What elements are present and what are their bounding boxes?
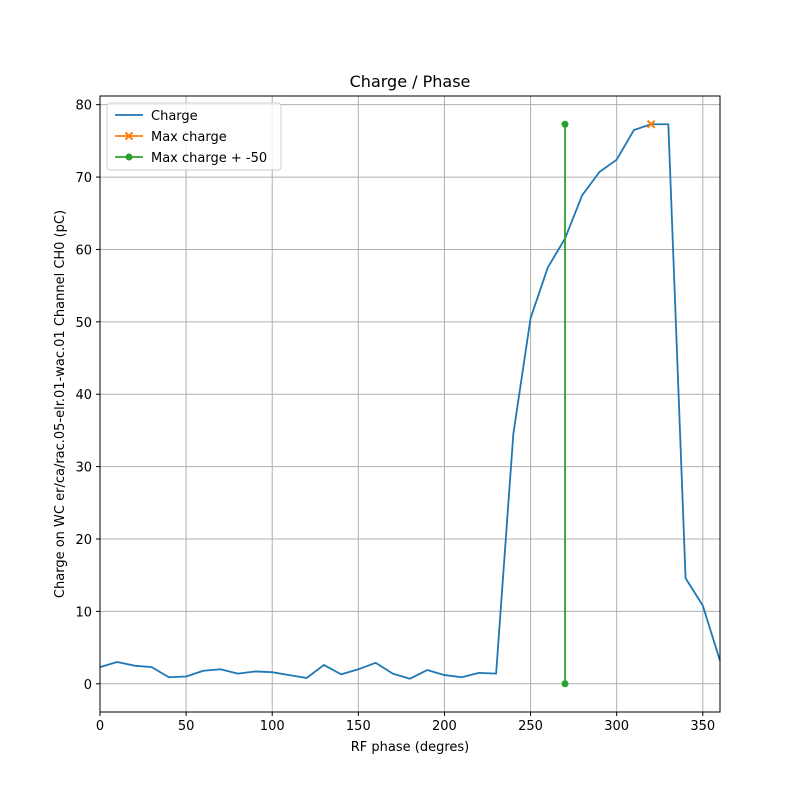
y-tick-label: 60 xyxy=(75,243,92,258)
data-point xyxy=(646,119,656,129)
y-tick-label: 70 xyxy=(75,171,92,186)
x-tick-label: 50 xyxy=(178,719,195,734)
x-tick-label: 200 xyxy=(432,719,457,734)
y-tick-label: 20 xyxy=(75,533,92,548)
legend-box xyxy=(106,102,282,171)
x-tick-label: 350 xyxy=(690,719,715,734)
legend-item: Max charge + -50 xyxy=(115,151,267,166)
x-tick-label: 300 xyxy=(604,719,629,734)
y-axis-label: Charge on WC er/ca/rac.05-elr.01-wac.01 … xyxy=(53,210,68,598)
y-tick-label: 30 xyxy=(75,461,92,476)
legend-item: Charge xyxy=(115,109,198,124)
data-point xyxy=(561,120,569,128)
y-tick-label: 10 xyxy=(75,605,92,620)
series-2 xyxy=(561,120,569,688)
axis-ticks: 0 50 100 150 200 250 300 350 0 10 20 30 40 50 60 70 80 xyxy=(75,99,715,734)
x-tick-label: 100 xyxy=(260,719,285,734)
series-0 xyxy=(99,123,721,680)
legend-label: Charge xyxy=(151,109,198,124)
y-tick-label: 40 xyxy=(75,388,92,403)
series-1 xyxy=(646,119,656,129)
plot-series xyxy=(99,119,721,688)
y-tick-label: 0 xyxy=(84,678,92,693)
legend-label: Max charge xyxy=(151,130,227,145)
x-axis-label: RF phase (degres) xyxy=(351,740,469,755)
grid xyxy=(99,96,720,712)
y-tick-label: 80 xyxy=(75,99,92,114)
plot-frame xyxy=(99,95,721,713)
legend-label: Max charge + -50 xyxy=(151,151,267,166)
x-tick-label: 0 xyxy=(96,719,104,734)
legend: Charge Max charge Max charge + -50 xyxy=(106,102,282,171)
chart-title: Charge / Phase xyxy=(350,72,471,91)
legend-marker xyxy=(125,153,133,161)
series-line xyxy=(99,123,721,680)
data-point xyxy=(561,680,569,688)
legend-marker xyxy=(124,131,134,141)
x-tick-label: 150 xyxy=(346,719,371,734)
legend-item: Max charge xyxy=(115,130,227,145)
x-tick-label: 250 xyxy=(518,719,543,734)
y-tick-label: 50 xyxy=(75,316,92,331)
